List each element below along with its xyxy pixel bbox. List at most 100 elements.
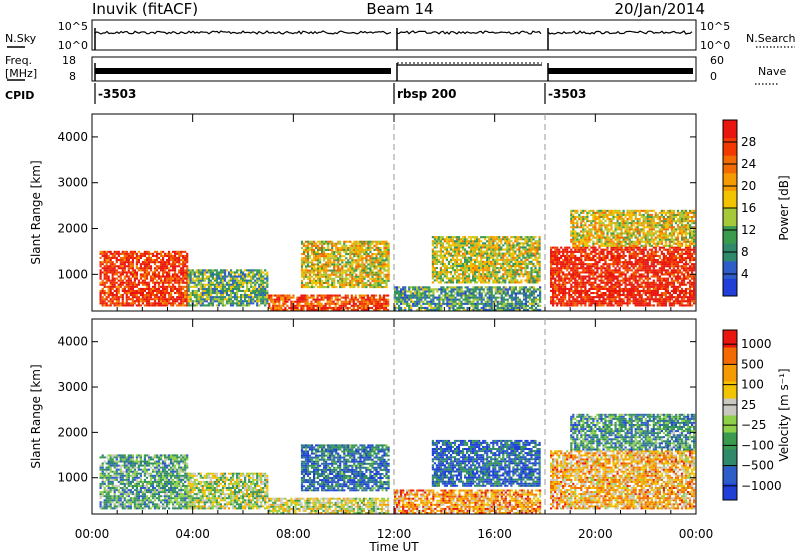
- freq-tick-bottom: 8: [69, 70, 76, 83]
- echo-cell: [385, 248, 388, 251]
- echo-cell: [528, 254, 531, 257]
- echo-cell: [468, 256, 471, 259]
- echo-cell: [518, 275, 521, 278]
- echo-cell: [355, 242, 358, 245]
- echo-cell: [564, 267, 567, 270]
- echo-cell: [472, 296, 475, 299]
- echo-cell: [472, 258, 475, 261]
- echo-cell: [184, 294, 187, 297]
- echo-cell: [319, 248, 322, 251]
- echo-cell: [370, 302, 373, 305]
- echo-cell: [121, 304, 124, 307]
- echo-cell: [180, 281, 183, 284]
- echo-cell: [340, 308, 343, 311]
- echo-cell: [151, 287, 155, 290]
- echo-cell: [516, 258, 519, 261]
- echo-cell: [472, 240, 475, 243]
- echo-cell: [445, 265, 448, 268]
- echo-cell: [227, 296, 231, 299]
- echo-cell: [316, 296, 319, 299]
- echo-cell: [162, 285, 165, 288]
- echo-cell: [484, 260, 487, 263]
- echo-cell: [313, 253, 316, 256]
- echo-cell: [443, 267, 446, 270]
- echo-cell: [528, 286, 532, 289]
- echo-cell: [466, 296, 469, 299]
- echo-cell: [327, 246, 330, 249]
- echo-cell: [162, 273, 165, 276]
- echo-cell: [508, 246, 511, 249]
- echo-cell: [431, 250, 434, 253]
- echo-cell: [562, 289, 565, 292]
- echo-cell: [594, 265, 597, 268]
- echo-cell: [534, 300, 538, 303]
- echo-cell: [435, 238, 438, 241]
- echo-cell: [492, 258, 495, 261]
- echo-cell: [494, 269, 497, 272]
- echo-cell: [462, 298, 465, 301]
- echo-cell: [174, 252, 177, 255]
- echo-cell: [562, 279, 565, 282]
- echo-cell: [472, 275, 475, 278]
- echo-cell: [496, 271, 499, 274]
- echo-cell: [127, 259, 130, 262]
- echo-cell: [164, 263, 167, 266]
- echo-cell: [302, 269, 306, 272]
- echo-cell: [574, 265, 577, 268]
- echo-cell: [178, 269, 181, 272]
- echo-cell: [455, 256, 459, 259]
- echo-cell: [490, 271, 493, 274]
- echo-cell: [592, 287, 595, 290]
- echo-cell: [590, 250, 593, 253]
- echo-cell: [298, 302, 301, 305]
- echo-cell: [488, 273, 491, 276]
- echo-cell: [383, 286, 386, 289]
- echo-cell: [103, 271, 106, 274]
- echo-cell: [189, 304, 192, 307]
- echo-cell: [520, 246, 523, 249]
- echo-cell: [359, 275, 362, 278]
- echo-cell: [178, 271, 181, 274]
- echo-cell: [564, 256, 567, 259]
- echo-cell: [472, 306, 475, 309]
- echo-cell: [448, 300, 451, 303]
- echo-cell: [262, 294, 265, 297]
- echo-cell: [207, 281, 210, 284]
- echo-cell: [335, 257, 338, 260]
- echo-cell: [170, 275, 173, 278]
- echo-cell: [371, 273, 374, 276]
- echo-cell: [383, 244, 386, 247]
- echo-cell: [302, 275, 306, 278]
- echo-cell: [180, 254, 183, 257]
- echo-cell: [588, 263, 591, 266]
- echo-cell: [209, 296, 212, 299]
- echo-cell: [315, 251, 318, 254]
- echo-cell: [317, 286, 320, 289]
- echo-cell: [560, 296, 563, 299]
- echo-cell: [400, 296, 403, 299]
- echo-cell: [240, 294, 243, 297]
- echo-cell: [514, 267, 517, 270]
- echo-cell: [439, 256, 442, 259]
- echo-cell: [166, 273, 169, 276]
- echo-cell: [558, 271, 561, 274]
- echo-cell: [584, 248, 587, 251]
- echo-cell: [450, 288, 453, 291]
- echo-cell: [506, 246, 509, 249]
- echo-cell: [459, 242, 463, 245]
- echo-cell: [462, 271, 465, 274]
- echo-cell: [372, 294, 376, 297]
- echo-cell: [111, 265, 114, 268]
- echo-cell: [223, 296, 227, 299]
- echo-cell: [508, 275, 511, 278]
- echo-cell: [164, 304, 167, 307]
- echo-cell: [107, 294, 110, 297]
- echo-cell: [377, 269, 380, 272]
- echo-cell: [464, 242, 467, 245]
- echo-cell: [457, 252, 461, 255]
- echo-cell: [101, 302, 104, 305]
- echo-cell: [361, 267, 364, 270]
- echo-cell: [402, 292, 405, 295]
- echo-cell: [262, 296, 265, 299]
- echo-cell: [474, 240, 477, 243]
